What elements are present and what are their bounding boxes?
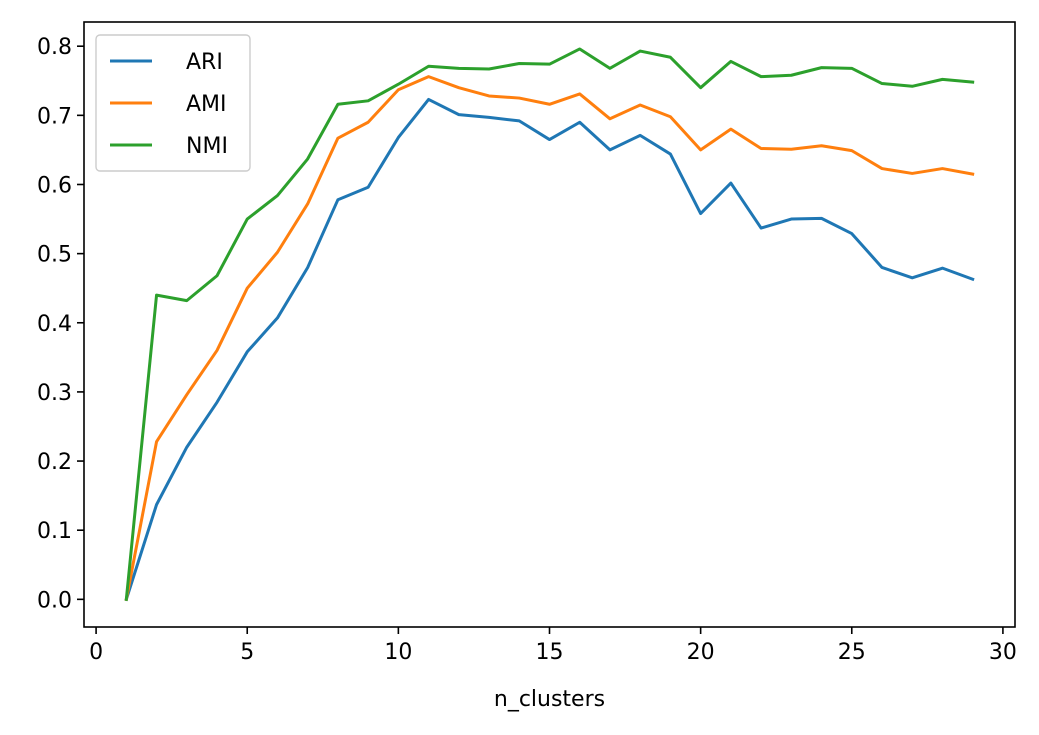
legend: ARI AMI NMI — [95, 34, 251, 172]
y-tick-label: 0.6 — [37, 173, 72, 198]
series-line-nmi — [124, 47, 975, 601]
legend-box — [95, 34, 251, 172]
series-line-ami — [124, 75, 975, 602]
x-axis-label: n_clusters — [494, 687, 605, 712]
legend-label-ari: ARI — [186, 50, 223, 75]
y-tick-label: 0.5 — [37, 243, 72, 268]
y-tick-label: 0.8 — [37, 35, 72, 60]
x-tick-label: 10 — [384, 640, 412, 665]
x-tick-label: 25 — [838, 640, 866, 665]
x-tick-label: 0 — [89, 640, 103, 665]
y-tick-label: 0.1 — [37, 519, 72, 544]
legend-label-nmi: NMI — [186, 134, 228, 159]
x-axis: 0 5 10 15 20 25 30 — [89, 627, 1017, 665]
x-tick-label: 30 — [989, 640, 1017, 665]
x-tick-label: 15 — [536, 640, 564, 665]
series-line-ari — [124, 97, 975, 602]
y-tick-label: 0.4 — [37, 312, 72, 337]
series-layer — [124, 47, 975, 602]
x-tick-label: 5 — [240, 640, 254, 665]
y-tick-label: 0.7 — [37, 104, 72, 129]
legend-entries: ARI AMI NMI — [110, 50, 228, 159]
y-axis: 0.0 0.1 0.2 0.3 0.4 0.5 0.6 0.7 0.8 — [37, 35, 84, 613]
legend-label-ami: AMI — [186, 92, 227, 117]
y-tick-label: 0.0 — [37, 588, 72, 613]
x-tick-label: 20 — [687, 640, 715, 665]
y-tick-label: 0.3 — [37, 381, 72, 406]
y-tick-label: 0.2 — [37, 450, 72, 475]
